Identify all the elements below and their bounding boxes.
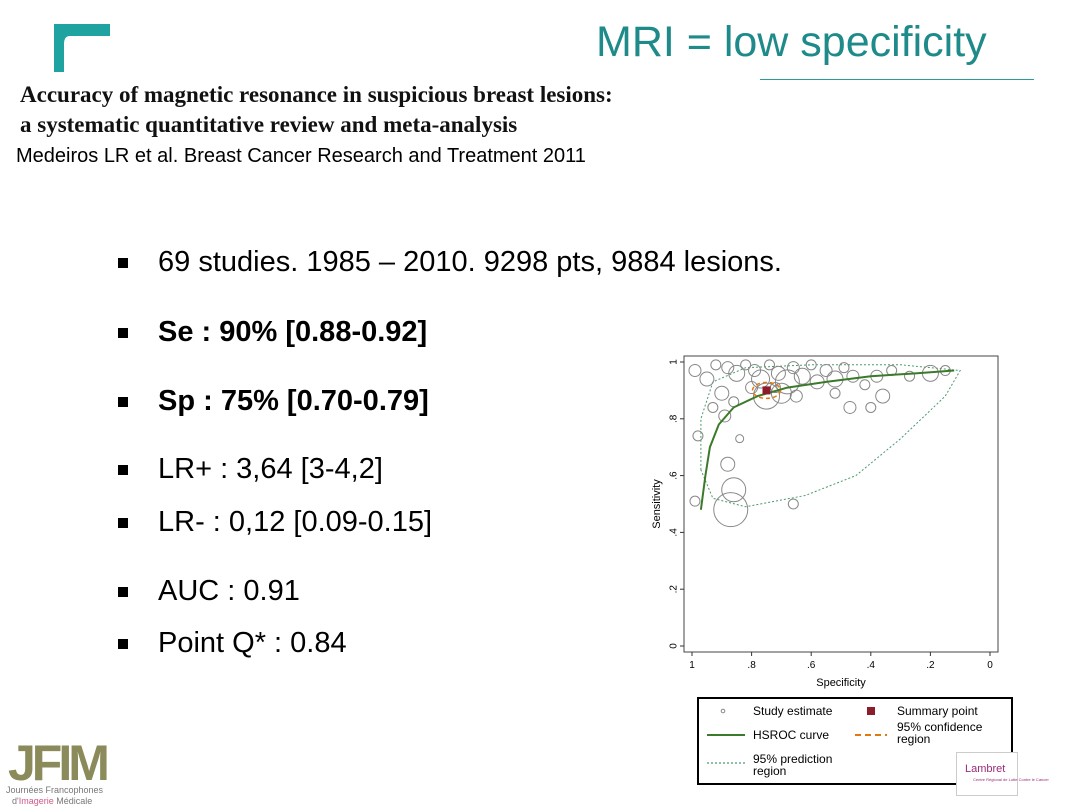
study-point — [793, 367, 811, 385]
plot-frame — [683, 355, 999, 653]
study-point — [819, 364, 833, 378]
legend-prediction-label-1: 95% prediction — [753, 752, 833, 766]
y-tick-label: .2 — [669, 585, 680, 594]
paper-title-line-2: a systematic quantitative review and met… — [20, 112, 518, 137]
study-point — [904, 370, 916, 382]
jfim-logo-text: JFIM — [8, 735, 107, 791]
study-point — [805, 359, 817, 371]
legend-confidence-label-2: region — [897, 732, 931, 746]
jfim-line-2: d'Imagerie Médicale — [12, 796, 92, 806]
y-tick-label: .6 — [669, 471, 680, 480]
legend-summary-point-label: Summary point — [897, 704, 978, 718]
bullet-marker — [118, 587, 128, 597]
study-point — [689, 495, 701, 507]
study-point — [865, 401, 877, 413]
bullet-marker — [118, 328, 128, 338]
bullet-text: LR+ : 3,64 [3-4,2] — [158, 453, 383, 485]
study-point — [735, 434, 745, 444]
bullet-text: LR- : 0,12 [0.09-0.15] — [158, 506, 433, 538]
bullet-text: Se : 90% [0.88-0.92] — [158, 316, 428, 348]
study-point — [721, 477, 747, 503]
x-tick-label: 0 — [987, 660, 993, 671]
slide-title: MRI = low specificity — [596, 18, 987, 66]
y-tick-label: .4 — [669, 528, 680, 537]
sroc-chart: 0 .2 .4 .6 .8 1 1 .8 .6 .4 .2 0 Specificity Sensitivi… — [651, 355, 999, 689]
legend-confidence-label-1: 95% confidence — [897, 720, 983, 734]
study-point — [692, 430, 704, 442]
study-point — [699, 371, 715, 387]
x-tick-label: .6 — [807, 660, 816, 671]
x-tick-label: .8 — [747, 660, 756, 671]
study-point — [710, 359, 722, 371]
study-point — [740, 359, 752, 371]
jfim-line-2-em: Imagerie — [18, 796, 54, 806]
paper-title: Accuracy of magnetic resonance in suspic… — [20, 80, 613, 140]
study-point — [770, 382, 792, 404]
study-point — [718, 409, 732, 423]
x-axis-label: Specificity — [816, 677, 866, 689]
legend-study-estimate-symbol — [720, 708, 726, 714]
jfim-logo: JFIM — [8, 735, 111, 791]
top-left-logo — [54, 24, 110, 72]
study-point — [859, 379, 871, 391]
x-tick-label: .2 — [926, 660, 935, 671]
bullet-marker — [118, 397, 128, 407]
study-point — [875, 388, 891, 404]
study-point — [770, 365, 786, 381]
legend-prediction-label-2: region — [753, 764, 787, 778]
y-axis-label: Sensitivity — [651, 479, 663, 529]
study-point — [789, 389, 803, 403]
study-point — [763, 359, 775, 371]
study-point — [829, 387, 841, 399]
legend-summary-point-symbol — [867, 707, 875, 715]
bullet-text: Sp : 75% [0.70-0.79] — [158, 385, 429, 417]
title-divider — [760, 79, 1034, 80]
study-point — [838, 362, 850, 374]
bullet-text: AUC : 0.91 — [158, 575, 300, 607]
study-point — [688, 364, 702, 378]
citation: Medeiros LR et al. Breast Cancer Researc… — [16, 145, 586, 167]
hsroc-curve — [699, 369, 955, 510]
y-tick-label: 1 — [669, 359, 680, 365]
bullet-marker — [118, 465, 128, 475]
legend-symbols — [707, 707, 887, 764]
paper-title-line-1: Accuracy of magnetic resonance in suspic… — [20, 82, 613, 107]
bullet-text: Point Q* : 0.84 — [158, 627, 347, 659]
jfim-line-1: Journées Francophones — [6, 785, 104, 795]
legend-hsroc-label: HSROC curve — [753, 728, 830, 742]
lambret-subtitle: Centre Régional de Lutte Contre le Cance… — [973, 777, 1049, 782]
study-point — [843, 400, 857, 414]
jfim-line-2-suffix: Médicale — [53, 796, 93, 806]
study-point — [846, 369, 860, 383]
bullet-marker — [118, 258, 128, 268]
x-tick-label: 1 — [689, 660, 695, 671]
study-point — [714, 385, 730, 401]
study-point — [786, 361, 800, 375]
study-point — [721, 361, 735, 375]
x-tick-label: .4 — [867, 660, 876, 671]
study-point — [713, 492, 749, 528]
study-point — [751, 369, 771, 389]
study-point — [728, 364, 746, 382]
lambret-logo: Lambret Centre Régional de Lutte Contre … — [956, 752, 1049, 796]
legend-study-estimate-label: Study estimate — [753, 704, 833, 718]
lambret-name: Lambret — [965, 763, 1006, 775]
bullet-text: 69 studies. 1985 – 2010. 9298 pts, 9884 … — [158, 246, 782, 278]
summary-point — [762, 386, 771, 395]
study-point — [707, 401, 719, 413]
y-tick-label: .8 — [669, 414, 680, 423]
study-point — [745, 381, 759, 395]
study-point — [720, 456, 736, 472]
bullet-marker — [118, 518, 128, 528]
study-point — [787, 498, 799, 510]
y-tick-label: 0 — [669, 643, 680, 649]
bullet-marker — [118, 639, 128, 649]
jfim-line-2-prefix: d' — [12, 796, 19, 806]
